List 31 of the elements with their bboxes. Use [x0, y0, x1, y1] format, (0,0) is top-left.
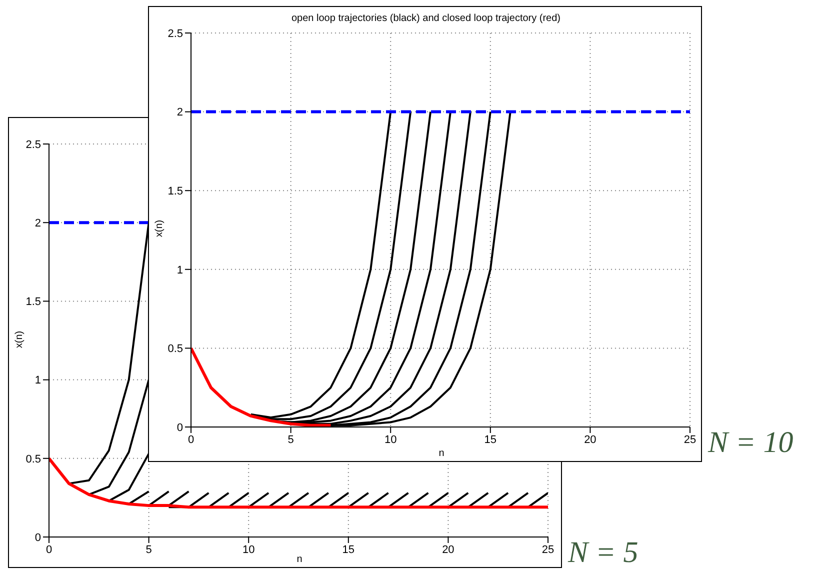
x-tick-label: 10 — [242, 544, 255, 556]
y-tick-label: 2 — [176, 106, 183, 119]
x-tick-label: 5 — [146, 544, 152, 556]
y-tick-label: 0 — [34, 532, 41, 544]
y-tick-label: 1 — [176, 264, 183, 276]
x-tick-label: 20 — [584, 434, 596, 446]
y-tick-label: 1 — [34, 374, 41, 387]
y-tick-label: 1.5 — [168, 186, 183, 198]
chart-title: open loop trajectories (black) and closed loop trajectory (red) — [290, 13, 562, 24]
x-tick-label: 0 — [188, 434, 194, 446]
x-tick-label: 15 — [484, 434, 497, 446]
x-axis-title: n — [438, 448, 446, 459]
y-tick-label: 0 — [176, 422, 183, 434]
y-axis-title: x(n) — [154, 220, 166, 238]
x-tick-label: 20 — [442, 544, 454, 556]
text: N = 10 — [708, 426, 794, 460]
x-tick-label: 0 — [46, 544, 52, 556]
x-tick-label: 25 — [542, 544, 554, 556]
y-tick-label: 1.5 — [26, 296, 41, 308]
x-tick-label: 15 — [342, 544, 355, 556]
x-tick-label: 25 — [684, 434, 696, 446]
y-tick-label: 2.5 — [26, 138, 41, 151]
x-tick-label: 5 — [288, 434, 294, 446]
x-tick-label: 10 — [384, 434, 397, 446]
y-tick-label: 2 — [34, 218, 41, 230]
y-tick-label: 0.5 — [168, 343, 183, 356]
y-axis-title: x(n) — [14, 330, 26, 348]
y-tick-label: 2.5 — [168, 28, 183, 40]
text: N = 5 — [568, 536, 638, 570]
x-axis-title: n — [296, 554, 304, 565]
y-tick-label: 0.5 — [26, 453, 41, 466]
